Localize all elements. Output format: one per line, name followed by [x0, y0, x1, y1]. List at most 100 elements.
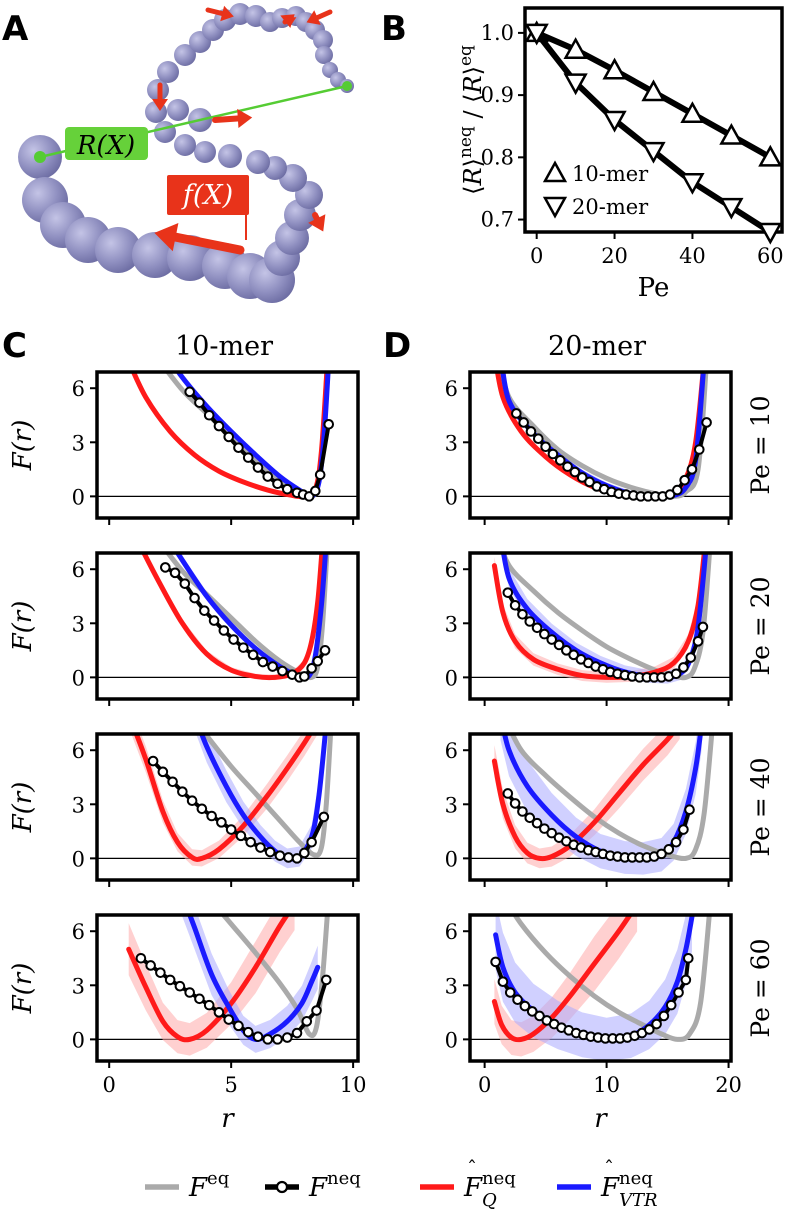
plot-area: [470, 915, 731, 1061]
curve-f-eq: [500, 553, 712, 681]
y-tick-label: 3: [72, 974, 85, 998]
f-neq-point: [167, 776, 178, 788]
f-neq-point: [658, 1010, 670, 1022]
data-point: [680, 172, 705, 195]
y-tick-label: 6: [445, 377, 458, 401]
plot-frame: [95, 370, 360, 520]
f-neq-point: [672, 484, 683, 496]
band-vtr: [182, 915, 318, 1053]
y-tick-label: 0: [445, 485, 458, 509]
f-neq-point: [135, 952, 147, 964]
f-neq-point: [656, 848, 667, 860]
data-point: [563, 73, 588, 96]
y-tick-label: 6: [72, 920, 85, 944]
f-neq-point: [252, 462, 264, 473]
plot-area: [97, 915, 358, 1056]
plot-frame: [468, 913, 733, 1063]
f-neq-point: [218, 625, 230, 636]
f-neq-point: [517, 608, 528, 620]
y-tick-label: 6: [72, 739, 85, 763]
y-tick-label: 3: [445, 431, 458, 455]
data-point: [641, 141, 666, 164]
data-point: [680, 101, 705, 124]
f-neq-point: [223, 1014, 235, 1025]
f-neq-point: [277, 665, 288, 677]
f-neq-point: [233, 1020, 244, 1032]
data-point: [719, 122, 744, 145]
f-neq-point: [311, 1005, 322, 1016]
f-neq-point: [540, 441, 551, 453]
y-tick-label: 0: [445, 666, 458, 690]
f-neq-point: [502, 587, 514, 598]
legend-marker: [275, 1180, 289, 1194]
curve-f-q: [491, 553, 707, 680]
f-neq-point: [554, 455, 566, 466]
f-neq-point: [701, 417, 712, 428]
f-neq-point: [562, 461, 573, 472]
f-neq-point: [525, 426, 537, 437]
f-neq-point: [318, 811, 330, 823]
f-neq-point: [306, 836, 317, 848]
r-label-box: [65, 127, 148, 160]
y-tick-label: 6: [445, 920, 458, 944]
y-tick-label: 3: [445, 612, 458, 636]
legend-item-eq: Feq: [145, 1168, 229, 1203]
f-neq-point: [213, 1007, 225, 1018]
f-neq-point: [242, 452, 254, 463]
y-tick-label: 3: [445, 974, 458, 998]
x-axis-label: r: [221, 1104, 235, 1134]
bead: [174, 44, 196, 66]
f-neq-point: [208, 615, 220, 626]
curve-f-eq: [498, 372, 709, 499]
y-tick-label: 3: [72, 793, 85, 817]
f-neq-point: [490, 956, 501, 968]
legend-label: Fneq: [308, 1168, 361, 1203]
panel-c-row-3: 0 3 6 F(r): [8, 732, 360, 887]
f-neq-point: [310, 485, 321, 497]
panel-c-row-1: 0 3 6 F(r): [8, 370, 360, 525]
x-tick-label: 5: [224, 1073, 237, 1097]
band-q: [131, 734, 317, 867]
data-point: [563, 37, 588, 59]
bead: [246, 150, 270, 174]
f-neq-point: [539, 628, 550, 640]
f-neq-point: [299, 847, 310, 859]
f-neq-point: [306, 663, 317, 674]
row-label-pe: Pe = 20: [746, 576, 775, 675]
f-neq-point: [174, 980, 186, 992]
f-neq-point: [147, 755, 159, 767]
f-neq-point: [247, 649, 259, 661]
f-neq-point: [245, 836, 256, 848]
y-tick-label: 6: [72, 377, 85, 401]
plot-frame: [468, 551, 733, 701]
f-neq-point: [673, 987, 684, 998]
row-label-pe: Pe = 40: [746, 757, 775, 856]
plot-frame: [95, 551, 360, 701]
f-neq-point: [281, 1032, 293, 1043]
f-neq-point: [283, 852, 294, 863]
f-neq-point: [262, 1034, 274, 1045]
legend-label: 10-mer: [572, 162, 649, 186]
curve-f-q: [491, 734, 676, 862]
f-neq-point: [225, 824, 237, 835]
f-neq-point: [189, 592, 200, 604]
f-neq-point: [194, 993, 205, 1005]
f-neq-point: [155, 967, 166, 978]
x-tick-label: 10: [340, 1073, 367, 1097]
plot-area: [97, 734, 358, 869]
end-point-end: [342, 81, 352, 91]
panel-d-row-1: 0 3 6 Pe = 10: [445, 370, 775, 525]
force-arrow-head: [308, 214, 326, 232]
panel-c-row-4: 0 3 6 0 5 10 F(r) r: [8, 913, 367, 1134]
f-neq-point: [320, 974, 332, 986]
bead: [194, 141, 216, 163]
f-neq-point: [272, 478, 283, 490]
curve-f-q: [141, 553, 325, 681]
f-neq-point: [301, 1016, 313, 1027]
panel-c-title: 10-mer: [175, 331, 273, 362]
f-neq-point: [312, 655, 324, 667]
force-arrow-head: [154, 222, 179, 252]
f-neq-point: [203, 999, 215, 1011]
panel-label-c: C: [2, 326, 27, 366]
f-neq-point: [651, 1018, 662, 1030]
